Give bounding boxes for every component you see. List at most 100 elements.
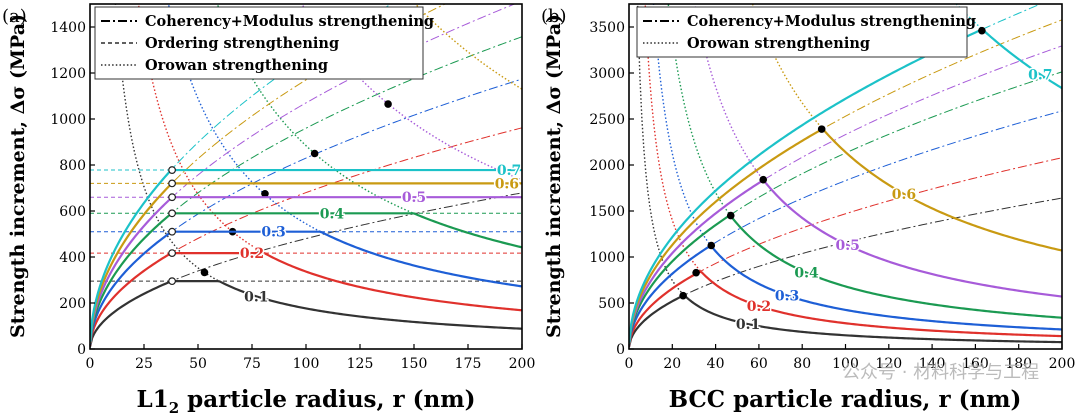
- y-tick-label: 1500: [589, 204, 625, 220]
- y-tick-label: 0: [616, 342, 625, 358]
- coherency-curve-0.5: [629, 45, 1062, 345]
- panel-label-a: (a): [2, 6, 27, 27]
- x-axis-title-b: BCC particle radius, r (nm): [669, 386, 1022, 413]
- x-tick-label: 200: [509, 356, 536, 372]
- legend-entry: Orowan strengthening: [687, 35, 870, 52]
- series-0.7: 0.7: [629, 4, 1062, 344]
- x-tick-label: 125: [347, 356, 374, 372]
- series-0.2: 0.2: [629, 4, 1062, 347]
- legend-a: Coherency+Modulus strengthening Ordering …: [94, 6, 434, 80]
- peak-marker-0.4: [726, 211, 735, 220]
- fraction-label: 0.7: [1028, 67, 1052, 83]
- series-0.5: 0.5: [629, 4, 1062, 345]
- y-tick-label: 3500: [589, 20, 625, 36]
- strength-curve-0.3: [90, 230, 522, 345]
- legend-b: Coherency+Modulus strengthening Orowan st…: [636, 6, 976, 58]
- series-0.2: 0.2: [90, 4, 522, 346]
- y-axis-title-a: Strength increment, Δσ (MPa): [7, 14, 29, 338]
- peak-marker-0.5: [384, 100, 392, 108]
- x-tick-label: 80: [793, 356, 811, 372]
- transition-marker-0.1: [168, 277, 176, 286]
- x-tick-label: 150: [401, 356, 428, 372]
- y-tick-label: 3000: [589, 66, 625, 82]
- orowan-curve-0.3: [652, 4, 1062, 331]
- x-tick-label: 0: [86, 356, 95, 372]
- x-tick-label: 160: [962, 356, 989, 372]
- fraction-label: 0.2: [240, 246, 264, 262]
- strength-curve-0.7: [90, 168, 522, 343]
- y-tick-label: 1000: [50, 112, 86, 128]
- y-tick-label: 400: [59, 250, 86, 266]
- fraction-label: 0.3: [775, 288, 799, 304]
- strength-curve-0.6: [629, 128, 1062, 344]
- transition-marker-0.2: [168, 249, 176, 257]
- x-tick-label: 0: [625, 356, 634, 372]
- series-0.7: 0.7: [90, 4, 522, 343]
- x-axis-title-a: L12 particle radius, r (nm): [137, 386, 476, 416]
- fraction-label: 0.6: [892, 187, 916, 203]
- transition-marker-0.5: [168, 193, 176, 202]
- x-tick-label: 100: [293, 356, 320, 372]
- fraction-label: 0.4: [794, 266, 819, 282]
- x-tick-label: 25: [135, 356, 153, 372]
- fraction-label: 0.5: [835, 238, 859, 254]
- strength-curve-0.4: [90, 212, 522, 345]
- y-tick-label: 2500: [589, 112, 625, 128]
- legend-entry: Coherency+Modulus strengthening: [687, 13, 976, 30]
- y-tick-label: 0: [77, 342, 86, 358]
- y-tick-label: 500: [598, 296, 625, 312]
- strength-curve-0.5: [90, 196, 522, 344]
- y-tick-label: 200: [59, 296, 86, 312]
- x-tick-label: 40: [707, 356, 725, 372]
- peak-marker-0.1: [679, 291, 687, 300]
- coherency-curve-0.2: [629, 157, 1062, 347]
- x-tick-label: 20: [663, 356, 681, 372]
- series-0.3: 0.3: [629, 4, 1062, 346]
- transition-marker-0.7: [168, 166, 176, 174]
- strength-curve-0.2: [90, 251, 522, 346]
- y-tick-label: 2000: [589, 158, 625, 174]
- strength-curve-0.4: [629, 214, 1062, 345]
- x-tick-label: 100: [832, 356, 859, 372]
- fraction-label: 0.3: [261, 225, 285, 241]
- peak-marker-0.6: [817, 125, 826, 133]
- legend-entry: Coherency+Modulus strengthening: [145, 13, 434, 30]
- series-0.5: 0.5: [90, 4, 522, 344]
- series-0.6: 0.6: [629, 4, 1062, 344]
- series-0.4: 0.4: [90, 4, 522, 345]
- fraction-label: 0.2: [747, 299, 771, 315]
- strength-curve-0.1: [629, 293, 1062, 347]
- peak-marker-0.7: [978, 26, 986, 35]
- legend-entry: Orowan strengthening: [145, 57, 328, 74]
- legend-entry: Ordering strengthening: [145, 35, 339, 52]
- peak-marker-0.2: [692, 268, 700, 277]
- series-0.1: 0.1: [629, 4, 1062, 347]
- y-tick-label: 600: [59, 204, 86, 220]
- coherency-curve-0.1: [629, 197, 1062, 347]
- y-tick-label: 800: [59, 158, 86, 174]
- strength-curve-0.6: [90, 182, 522, 344]
- strength-curve-0.7: [629, 28, 1062, 344]
- fraction-label: 0.6: [495, 176, 519, 192]
- fraction-label: 0.1: [736, 317, 760, 333]
- y-tick-label: 1200: [50, 66, 86, 82]
- y-tick-label: 1400: [50, 20, 86, 36]
- coherency-curve-0.1: [90, 192, 522, 347]
- series-0.3: 0.3: [90, 4, 522, 345]
- series-0.1: 0.1: [90, 4, 522, 347]
- fraction-label: 0.1: [244, 289, 268, 305]
- y-tick-label: 1000: [589, 250, 625, 266]
- coherency-curve-0.2: [90, 127, 522, 346]
- peak-marker-0.4: [310, 149, 319, 158]
- x-tick-label: 75: [243, 356, 261, 372]
- x-tick-label: 180: [1005, 356, 1032, 372]
- strength-curve-0.3: [629, 244, 1062, 346]
- series-0.6: 0.6: [90, 4, 522, 344]
- coherency-curve-0.3: [90, 78, 522, 345]
- fraction-label: 0.7: [497, 163, 521, 179]
- peak-marker-0.3: [707, 241, 716, 250]
- panel-label-b: (b): [541, 6, 567, 27]
- chart-panel-b: 0.1 0.20.3 0.4 0.5 0.6 0.7 0 20 40 60 80 100 120 140…: [541, 3, 1075, 413]
- strength-curve-0.1: [90, 280, 522, 347]
